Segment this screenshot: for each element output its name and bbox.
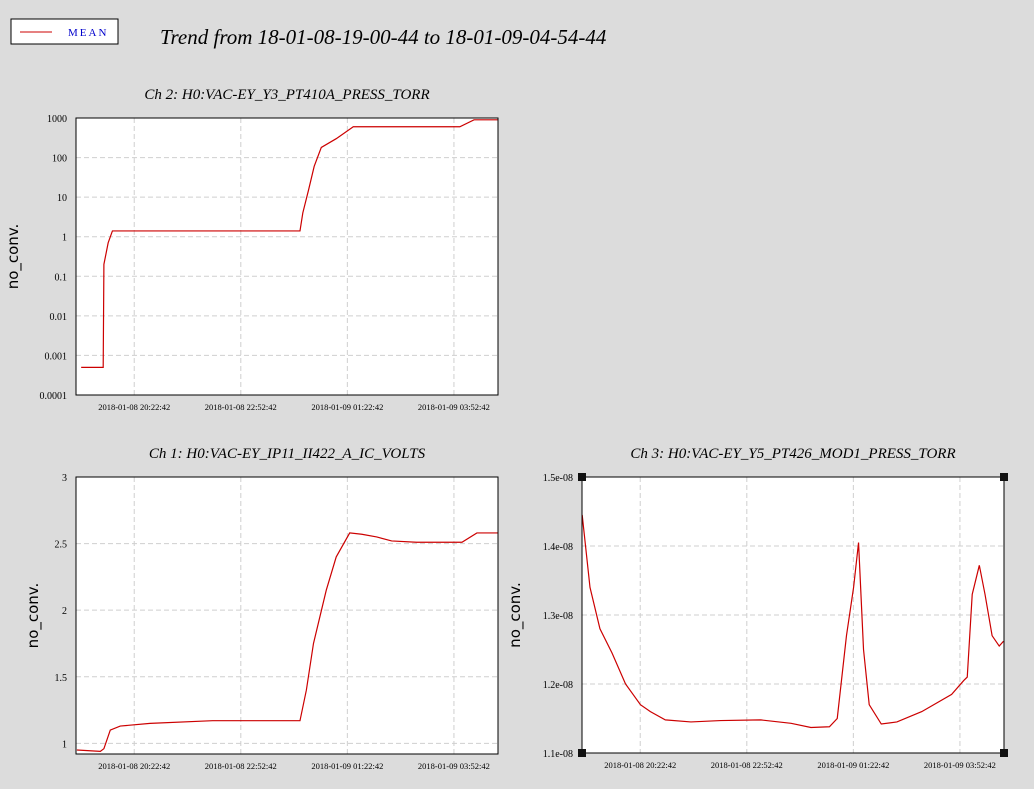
y-axis-label: no_conv. xyxy=(4,224,23,290)
chart-title: Ch 1: H0:VAC-EY_IP11_II422_A_IC_VOLTS xyxy=(149,446,426,462)
y-tick-label: 0.1 xyxy=(55,272,68,283)
y-axis-label: no_conv. xyxy=(506,582,525,648)
y-tick-label: 100 xyxy=(52,154,67,165)
x-tick-label: 2018-01-08 20:22:42 xyxy=(98,402,170,412)
x-tick-label: 2018-01-09 03:52:42 xyxy=(418,402,490,412)
y-tick-label: 1 xyxy=(62,739,67,750)
legend-label: MEAN xyxy=(68,27,108,39)
y-tick-label: 3 xyxy=(62,473,67,484)
y-tick-label: 1.2e-08 xyxy=(543,680,573,691)
x-tick-label: 2018-01-08 22:52:42 xyxy=(205,761,277,771)
plot-border xyxy=(581,476,1005,754)
x-tick-label: 2018-01-09 03:52:42 xyxy=(418,761,490,771)
corner-handle xyxy=(578,473,586,481)
corner-handle xyxy=(1000,749,1008,757)
y-tick-label: 2.5 xyxy=(55,540,68,551)
x-tick-label: 2018-01-08 22:52:42 xyxy=(205,402,277,412)
x-tick-label: 2018-01-08 20:22:42 xyxy=(98,761,170,771)
y-tick-label: 1.1e-08 xyxy=(543,749,573,760)
plot-border xyxy=(75,117,499,396)
y-tick-label: 1000 xyxy=(47,114,67,125)
data-line xyxy=(581,514,1004,729)
y-axis-label: no_conv. xyxy=(24,583,43,649)
y-tick-label: 0.0001 xyxy=(40,391,68,402)
x-tick-label: 2018-01-08 22:52:42 xyxy=(711,760,783,770)
y-tick-label: 1.3e-08 xyxy=(543,611,573,622)
x-tick-label: 2018-01-09 01:22:42 xyxy=(311,761,383,771)
plot-area xyxy=(76,118,498,395)
y-tick-label: 0.001 xyxy=(45,351,68,362)
y-tick-label: 1 xyxy=(62,233,67,244)
x-tick-label: 2018-01-09 01:22:42 xyxy=(311,402,383,412)
y-tick-label: 1.4e-08 xyxy=(543,542,573,553)
y-tick-label: 1.5e-08 xyxy=(543,473,573,484)
x-tick-label: 2018-01-09 01:22:42 xyxy=(817,760,889,770)
plot-border xyxy=(75,476,499,755)
corner-handle xyxy=(578,749,586,757)
y-tick-label: 2 xyxy=(62,606,67,617)
x-tick-label: 2018-01-08 20:22:42 xyxy=(604,760,676,770)
plot-area xyxy=(76,477,498,754)
chart-title: Ch 2: H0:VAC-EY_Y3_PT410A_PRESS_TORR xyxy=(144,87,429,103)
data-line xyxy=(76,532,498,752)
corner-handle xyxy=(1000,473,1008,481)
data-line xyxy=(81,119,498,368)
y-tick-label: 10 xyxy=(57,193,67,204)
chart-title: Ch 3: H0:VAC-EY_Y5_PT426_MOD1_PRESS_TORR xyxy=(630,446,955,462)
x-tick-label: 2018-01-09 03:52:42 xyxy=(924,760,996,770)
y-tick-label: 1.5 xyxy=(55,673,68,684)
y-tick-label: 0.01 xyxy=(50,312,68,323)
page-title: Trend from 18-01-08-19-00-44 to 18-01-09… xyxy=(160,25,607,49)
